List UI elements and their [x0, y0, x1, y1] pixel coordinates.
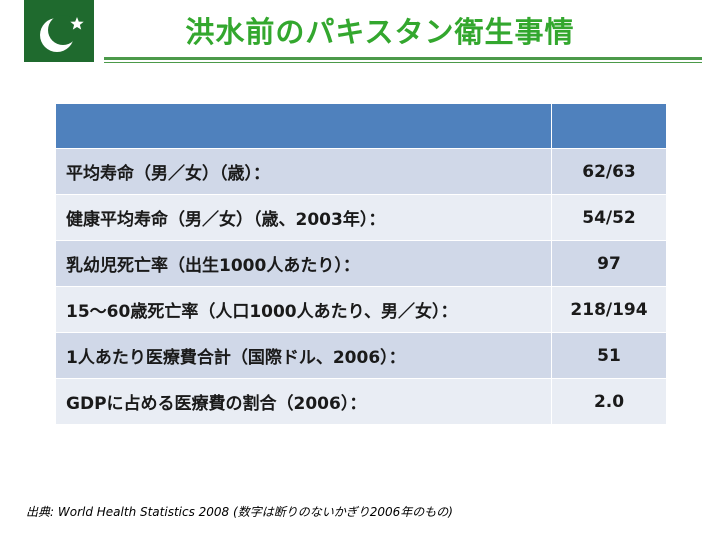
- table-header-row: [55, 103, 667, 149]
- row-label: 15～60歳死亡率（人口1000人あたり、男／女）：: [55, 286, 552, 333]
- row-label: GDPに占める医療費の割合（2006）：: [55, 378, 552, 425]
- row-label: 平均寿命（男／女）（歳）：: [55, 148, 552, 195]
- table-row: 1人あたり医療費合計（国際ドル、2006）： 51: [55, 332, 667, 379]
- row-value: 2.0: [551, 378, 667, 425]
- row-value: 62/63: [551, 148, 667, 195]
- table-row: 健康平均寿命（男／女）（歳、2003年）： 54/52: [55, 194, 667, 241]
- title-divider: [104, 57, 702, 60]
- table-header-cell: [551, 103, 667, 149]
- row-value: 97: [551, 240, 667, 287]
- row-value: 51: [551, 332, 667, 379]
- crescent-and-star-icon: [24, 0, 94, 62]
- row-label: 乳幼児死亡率（出生1000人あたり）：: [55, 240, 552, 287]
- table-row: 平均寿命（男／女）（歳）： 62/63: [55, 148, 667, 195]
- table-row: 15～60歳死亡率（人口1000人あたり、男／女）： 218/194: [55, 286, 667, 333]
- page-title: 洪水前のパキスタン衛生事情: [185, 15, 575, 49]
- table-row: 乳幼児死亡率（出生1000人あたり）： 97: [55, 240, 667, 287]
- title-divider-thin: [104, 62, 702, 63]
- row-label: 1人あたり医療費合計（国際ドル、2006）：: [55, 332, 552, 379]
- health-stats-table: 平均寿命（男／女）（歳）： 62/63 健康平均寿命（男／女）（歳、2003年）…: [55, 103, 667, 425]
- source-note: 出典: World Health Statistics 2008 (数字は断りの…: [26, 505, 453, 519]
- row-value: 54/52: [551, 194, 667, 241]
- pakistan-flag: [24, 0, 94, 62]
- row-value: 218/194: [551, 286, 667, 333]
- table-header-cell: [55, 103, 552, 149]
- table-row: GDPに占める医療費の割合（2006）： 2.0: [55, 378, 667, 425]
- row-label: 健康平均寿命（男／女）（歳、2003年）：: [55, 194, 552, 241]
